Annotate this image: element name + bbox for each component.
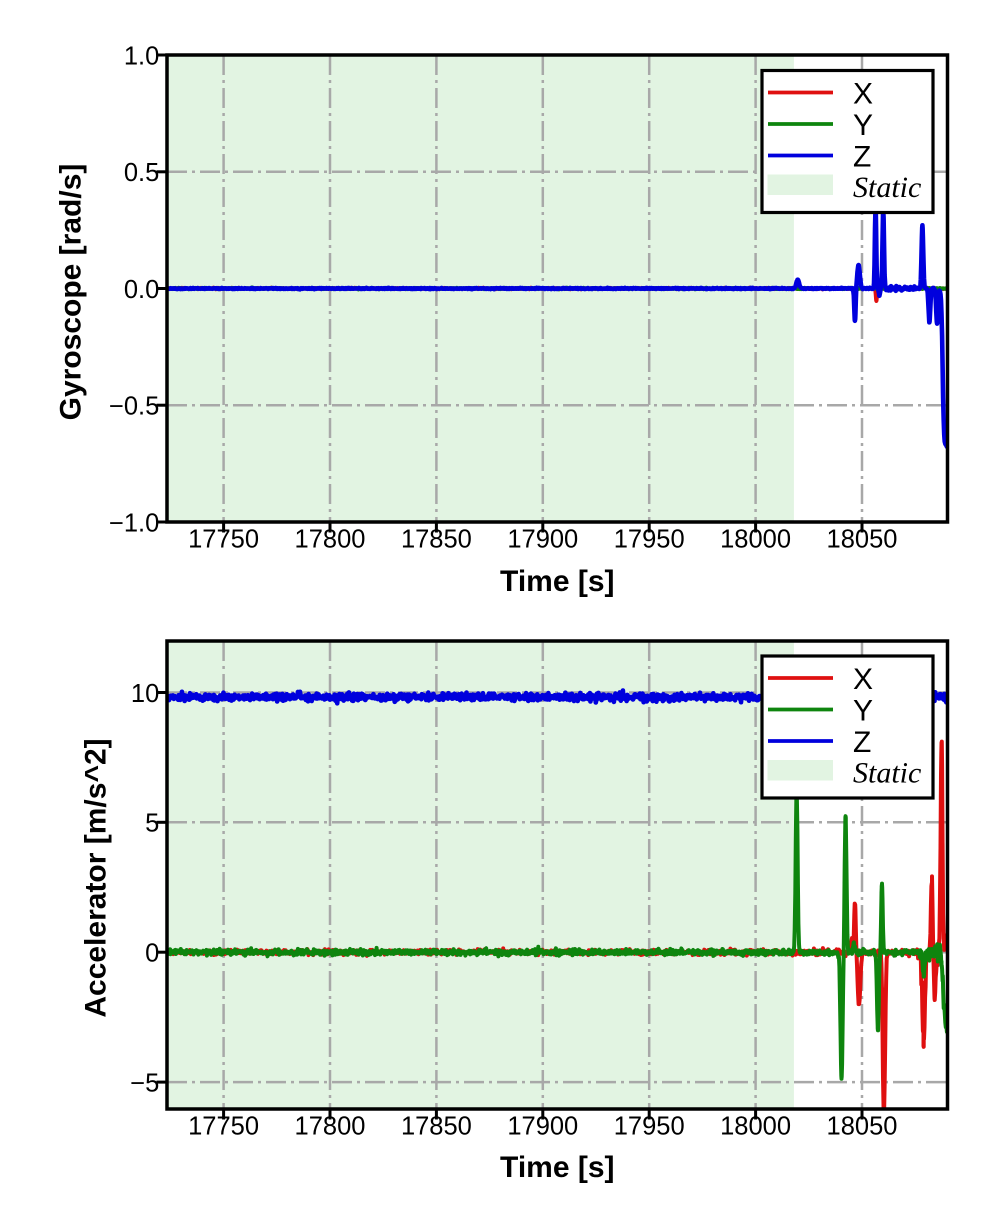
svg-text:Static: Static [853, 757, 921, 790]
svg-text:17850: 17850 [401, 526, 472, 554]
svg-text:17900: 17900 [507, 526, 578, 554]
svg-text:0.5: 0.5 [124, 159, 159, 187]
svg-text:0: 0 [145, 940, 159, 968]
svg-text:Gyroscope [rad/s]: Gyroscope [rad/s] [55, 164, 88, 421]
svg-text:Z: Z [853, 726, 871, 759]
svg-text:18000: 18000 [720, 526, 791, 554]
svg-text:Accelerator [m/s^2]: Accelerator [m/s^2] [80, 738, 113, 1017]
svg-text:18000: 18000 [720, 1113, 791, 1141]
svg-text:Time [s]: Time [s] [500, 1151, 614, 1184]
svg-text:17850: 17850 [401, 1113, 472, 1141]
svg-text:17750: 17750 [188, 1113, 259, 1141]
svg-text:17750: 17750 [188, 526, 259, 554]
svg-text:10: 10 [131, 680, 159, 708]
svg-text:17950: 17950 [614, 526, 685, 554]
svg-text:18050: 18050 [827, 526, 898, 554]
svg-text:X: X [853, 78, 873, 111]
svg-text:17900: 17900 [507, 1113, 578, 1141]
svg-text:17950: 17950 [614, 1113, 685, 1141]
svg-text:1.0: 1.0 [124, 42, 159, 70]
svg-text:Time [s]: Time [s] [500, 565, 614, 598]
svg-text:Static: Static [853, 171, 921, 204]
svg-text:Y: Y [853, 109, 873, 142]
svg-text:17800: 17800 [295, 526, 366, 554]
svg-text:Z: Z [853, 141, 871, 174]
svg-text:17800: 17800 [295, 1113, 366, 1141]
svg-text:18050: 18050 [827, 1113, 898, 1141]
svg-text:X: X [853, 663, 873, 696]
svg-text:0.0: 0.0 [124, 276, 159, 304]
svg-text:5: 5 [145, 810, 159, 838]
svg-text:−5: −5 [130, 1069, 159, 1097]
svg-text:Y: Y [853, 695, 873, 728]
svg-text:−0.5: −0.5 [109, 393, 159, 421]
svg-text:−1.0: −1.0 [109, 509, 159, 537]
